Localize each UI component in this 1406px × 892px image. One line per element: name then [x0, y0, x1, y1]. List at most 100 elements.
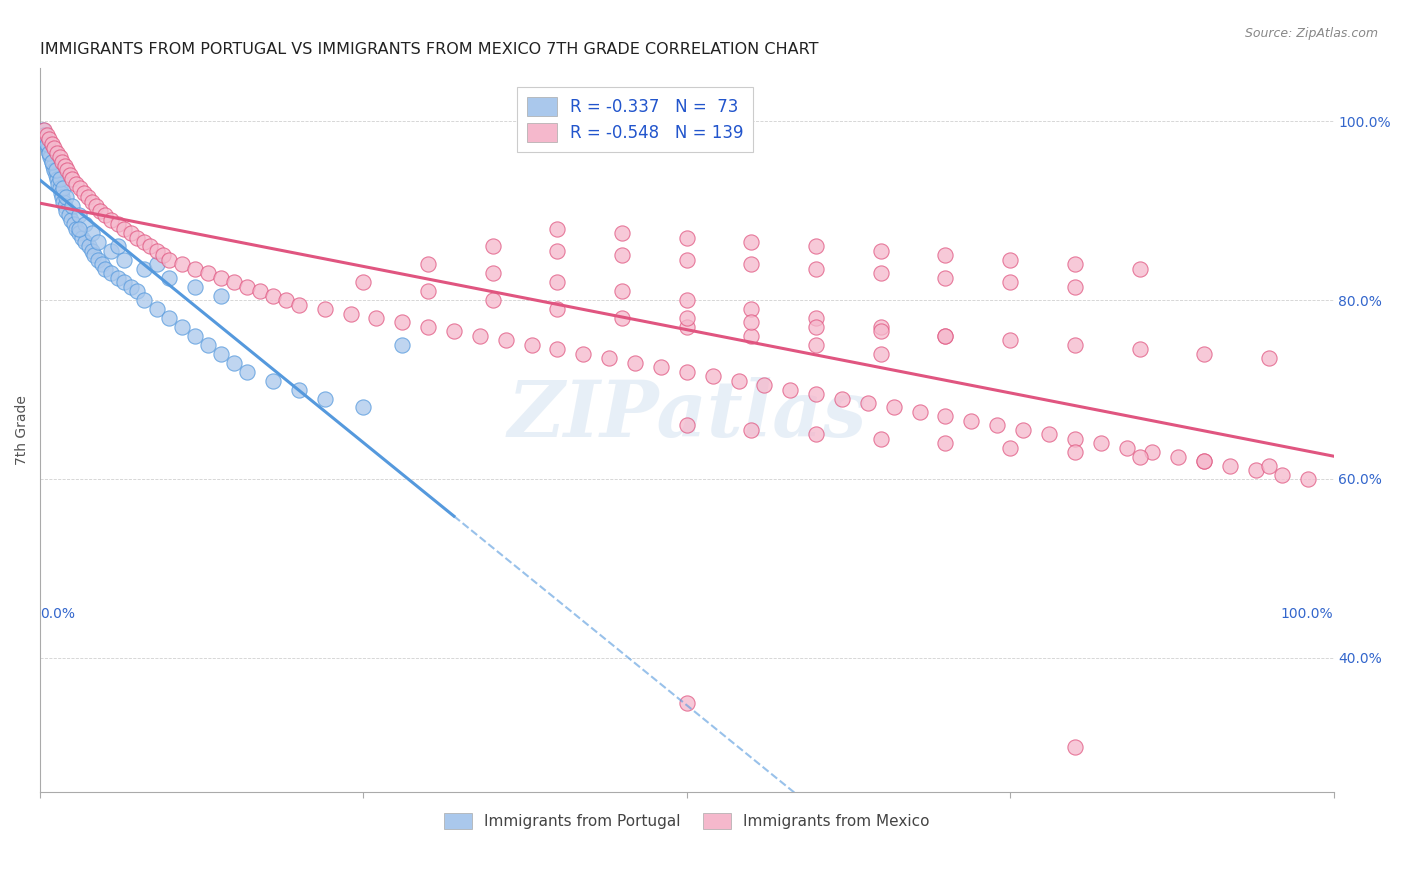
Point — [418, 284, 440, 298]
Point — [145, 257, 167, 271]
Text: ZIPatlas: ZIPatlas — [508, 377, 866, 453]
Point — [804, 338, 827, 352]
Point — [184, 329, 207, 343]
Point — [35, 136, 58, 151]
Point — [53, 159, 76, 173]
Point — [1296, 472, 1319, 486]
Point — [107, 239, 129, 253]
Point — [998, 252, 1021, 267]
Point — [288, 383, 311, 397]
Point — [139, 239, 162, 253]
Point — [831, 392, 853, 406]
Point — [41, 154, 63, 169]
Point — [754, 378, 776, 392]
Point — [1115, 441, 1137, 455]
Point — [546, 343, 568, 357]
Point — [675, 696, 697, 710]
Point — [35, 128, 58, 142]
Point — [60, 212, 83, 227]
Point — [209, 347, 232, 361]
Point — [418, 257, 440, 271]
Point — [520, 338, 543, 352]
Point — [856, 396, 879, 410]
Point — [1257, 458, 1279, 473]
Point — [934, 329, 956, 343]
Point — [740, 235, 762, 249]
Point — [77, 239, 100, 253]
Point — [353, 401, 375, 415]
Point — [52, 194, 75, 209]
Point — [67, 226, 90, 240]
Point — [48, 172, 70, 186]
Point — [184, 279, 207, 293]
Point — [804, 261, 827, 276]
Point — [67, 221, 90, 235]
Point — [495, 334, 517, 348]
Point — [107, 270, 129, 285]
Point — [1271, 467, 1294, 482]
Point — [34, 132, 56, 146]
Point — [69, 181, 91, 195]
Point — [44, 163, 66, 178]
Point — [986, 418, 1008, 433]
Point — [94, 208, 117, 222]
Point — [84, 199, 107, 213]
Point — [224, 275, 246, 289]
Point — [41, 154, 63, 169]
Point — [1012, 423, 1035, 437]
Point — [120, 279, 142, 293]
Point — [804, 387, 827, 401]
Point — [59, 168, 82, 182]
Point — [740, 316, 762, 330]
Point — [53, 199, 76, 213]
Point — [94, 261, 117, 276]
Point — [804, 427, 827, 442]
Point — [42, 159, 65, 173]
Point — [998, 275, 1021, 289]
Point — [112, 275, 135, 289]
Point — [159, 311, 181, 326]
Point — [262, 288, 284, 302]
Point — [38, 145, 60, 160]
Point — [624, 356, 647, 370]
Point — [127, 230, 149, 244]
Point — [934, 248, 956, 262]
Point — [65, 177, 87, 191]
Point — [39, 150, 62, 164]
Point — [80, 244, 103, 258]
Point — [1257, 351, 1279, 366]
Point — [75, 235, 97, 249]
Point — [132, 235, 155, 249]
Point — [675, 230, 697, 244]
Point — [869, 266, 891, 280]
Point — [546, 221, 568, 235]
Point — [1192, 454, 1215, 468]
Point — [1192, 347, 1215, 361]
Point — [45, 168, 67, 182]
Point — [55, 203, 77, 218]
Point — [610, 284, 633, 298]
Point — [38, 145, 60, 160]
Point — [998, 334, 1021, 348]
Point — [73, 186, 96, 200]
Point — [67, 208, 90, 222]
Point — [48, 150, 70, 164]
Point — [45, 163, 67, 178]
Point — [804, 239, 827, 253]
Point — [353, 275, 375, 289]
Point — [934, 329, 956, 343]
Point — [1219, 458, 1241, 473]
Point — [1167, 450, 1189, 464]
Point — [804, 311, 827, 326]
Point — [159, 270, 181, 285]
Point — [236, 365, 259, 379]
Point — [934, 436, 956, 450]
Point — [418, 320, 440, 334]
Point — [1063, 257, 1085, 271]
Point — [339, 307, 361, 321]
Point — [35, 136, 58, 151]
Point — [209, 270, 232, 285]
Point — [32, 128, 55, 142]
Point — [869, 325, 891, 339]
Point — [869, 320, 891, 334]
